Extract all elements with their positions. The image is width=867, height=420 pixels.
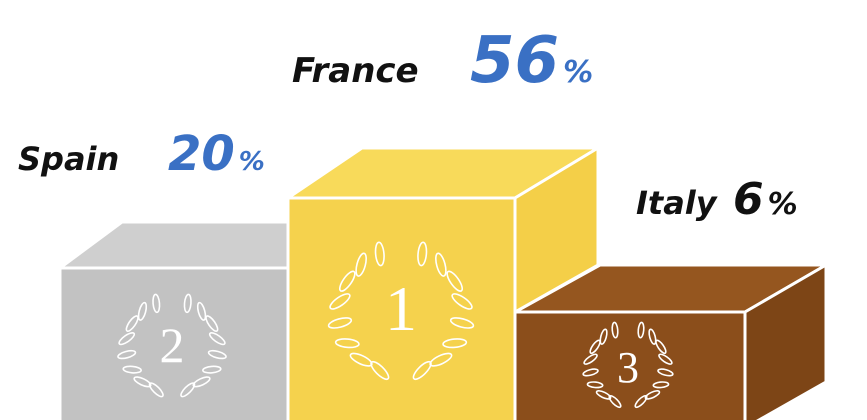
country-label: Italy xyxy=(636,184,718,222)
podium-infographic: France 56 % Spain 20 % Italy 6 % 1 2 3 xyxy=(0,0,867,420)
percent-unit: % xyxy=(768,187,798,222)
percent-value: 20 xyxy=(168,126,235,182)
percent-unit: % xyxy=(563,55,593,90)
country-label: Spain xyxy=(18,140,119,178)
rank-number: 2 xyxy=(160,317,185,373)
country-label: France xyxy=(292,51,419,91)
percent-value: 56 xyxy=(470,24,559,98)
podium-third xyxy=(515,265,826,420)
percent-unit: % xyxy=(239,147,265,177)
rank-number: 1 xyxy=(385,273,417,344)
rank-number: 3 xyxy=(617,343,639,392)
percent-value: 6 xyxy=(733,174,764,225)
